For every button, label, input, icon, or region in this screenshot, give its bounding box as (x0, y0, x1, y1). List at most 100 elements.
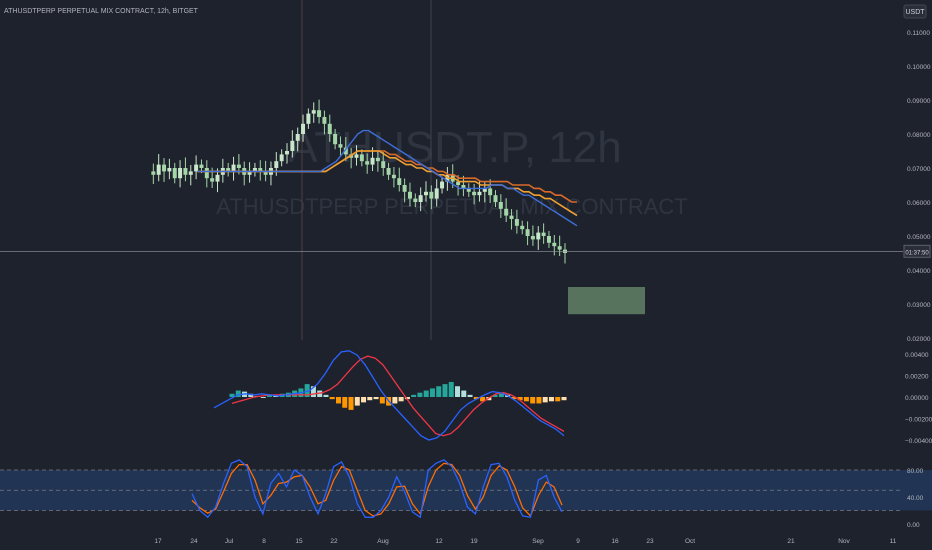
macd-histogram-bar (260, 397, 266, 398)
candle-body (285, 151, 289, 155)
candle-body (466, 188, 471, 192)
macd-histogram-bar (361, 397, 367, 403)
candle-body (210, 178, 215, 182)
candle-body (498, 202, 503, 209)
candle-body (493, 195, 498, 202)
price-panel[interactable] (0, 99, 903, 315)
candle-body (381, 161, 386, 168)
ma-fast-line (197, 129, 578, 227)
currency-badge-label: USDT (905, 9, 925, 16)
macd-histogram-bar (411, 394, 417, 397)
macd-tick-label: 0.00200 (905, 374, 929, 381)
macd-histogram-bar (379, 397, 385, 404)
macd-histogram-bar (498, 393, 504, 397)
price-tick-label: 0.05000 (907, 234, 931, 241)
x-tick-label: 8 (262, 538, 266, 545)
candle-body (279, 154, 284, 162)
macd-tick-label: 0.00000 (905, 395, 929, 402)
candle-body (194, 164, 199, 172)
macd-histogram-bar (348, 397, 354, 410)
x-tick-label: 12 (435, 538, 443, 545)
candle-body (317, 110, 322, 117)
x-tick-label: Aug (377, 538, 389, 545)
macd-histogram-bar (229, 393, 235, 397)
x-tick-label: 11 (890, 538, 897, 545)
macd-histogram-bar (530, 397, 536, 404)
price-tick-label: 0.04000 (907, 268, 931, 275)
macd-panel[interactable] (213, 350, 567, 441)
x-tick-label: 17 (154, 538, 162, 545)
macd-histogram-bar (511, 397, 517, 400)
macd-histogram-bar (423, 390, 429, 397)
stochastic-tick-label: 80.00 (907, 468, 924, 475)
macd-histogram-bar (273, 395, 279, 397)
price-tick-label: 0.02000 (907, 336, 931, 343)
macd-histogram-bar (523, 397, 529, 402)
candle-body (290, 140, 295, 151)
watermark-subtitle: ATHUSDTPERP PERPETUAL MIX CONTRACT (216, 194, 687, 219)
candle-body (525, 229, 530, 236)
candle-body (188, 171, 193, 175)
macd-histogram-bar (429, 388, 435, 397)
stochastic-panel[interactable] (0, 459, 903, 519)
candle-body (247, 171, 252, 175)
candle-body (413, 198, 418, 202)
macd-histogram-bar (461, 390, 467, 397)
axes: 0.11000 0.10000 0.09000 0.08000 0.07000 0.060… (154, 30, 932, 545)
candle-body (488, 188, 493, 196)
candle-body (295, 134, 300, 141)
candle-body (391, 174, 396, 179)
candle-body (236, 164, 241, 168)
macd-histogram-bar (317, 390, 323, 397)
macd-histogram-bar (548, 397, 554, 402)
candle-body (557, 246, 562, 250)
macd-histogram-bar (398, 397, 404, 402)
macd-histogram-bar (367, 397, 373, 401)
candle-body (215, 174, 220, 182)
candle-body (359, 154, 364, 162)
candle-body (429, 191, 434, 199)
macd-histogram-bar (310, 386, 316, 397)
candle-body (440, 181, 445, 189)
candle-body (514, 219, 519, 226)
stochastic-tick-label: 0.00 (907, 522, 920, 529)
x-tick-label: 24 (190, 538, 198, 545)
target-zone-box (568, 287, 645, 315)
macd-tick-label: −0.00400 (905, 438, 932, 445)
macd-tick-label: −0.00200 (905, 417, 932, 424)
candle-body (536, 232, 541, 240)
macd-histogram-bar (392, 397, 398, 404)
candle-body (258, 168, 263, 172)
x-tick-label: Jul (225, 538, 234, 545)
macd-histogram-bar (354, 397, 360, 406)
x-tick-label: 23 (646, 538, 654, 545)
candle-body (546, 236, 551, 243)
candle-body (183, 168, 188, 175)
candle-body (375, 157, 380, 162)
candle-body (456, 181, 461, 185)
macd-tick-label: 0.00400 (905, 352, 929, 359)
price-tick-label: 0.11000 (907, 30, 930, 37)
candle-body (541, 232, 546, 236)
candle-body (306, 113, 311, 124)
candle-body (178, 168, 183, 179)
macd-histogram-bar (248, 393, 254, 397)
price-tick-label: 0.06000 (907, 200, 931, 207)
macd-line (213, 350, 565, 441)
candle-body (434, 188, 439, 199)
macd-histogram-bar (267, 394, 273, 397)
currency-badge[interactable] (903, 4, 927, 19)
macd-histogram-bar (329, 397, 335, 400)
x-tick-label: 22 (330, 538, 338, 545)
candle-body (162, 164, 167, 172)
candle-body (424, 191, 428, 196)
macd-histogram-bar (373, 397, 379, 400)
candle-body (199, 164, 204, 168)
candle-body (365, 161, 370, 165)
candle-body (354, 154, 359, 158)
macd-histogram-bar (542, 397, 548, 403)
price-tick-label: 0.09000 (907, 98, 931, 105)
watermark-symbol: ATHUSDT.P, 12h (288, 123, 621, 172)
